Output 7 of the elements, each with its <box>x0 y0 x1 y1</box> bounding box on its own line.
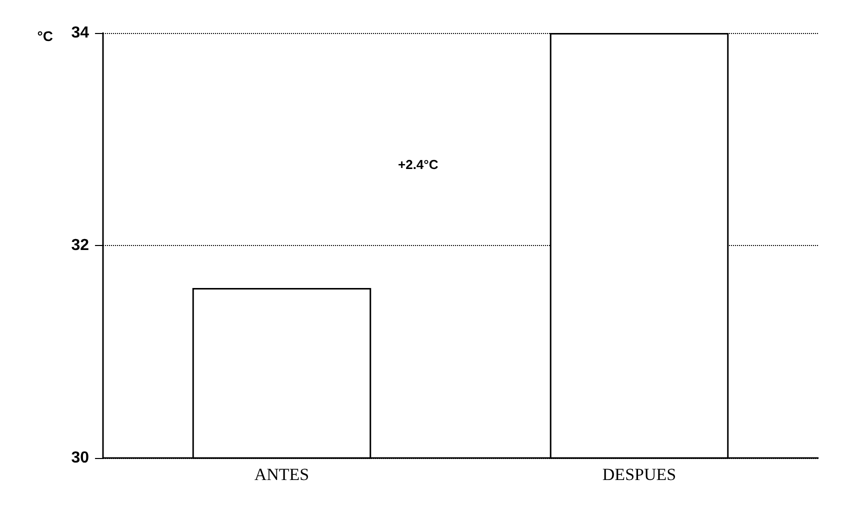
annotation: +2.4°C <box>398 157 439 172</box>
y-axis-title: °C <box>37 28 53 44</box>
y-tick-label: 30 <box>71 450 90 466</box>
y-tick-label: 34 <box>71 24 90 42</box>
x-tick-label: DESPUES <box>602 465 676 484</box>
x-tick-label: ANTES <box>254 465 310 484</box>
y-tick-label: 32 <box>71 237 90 254</box>
